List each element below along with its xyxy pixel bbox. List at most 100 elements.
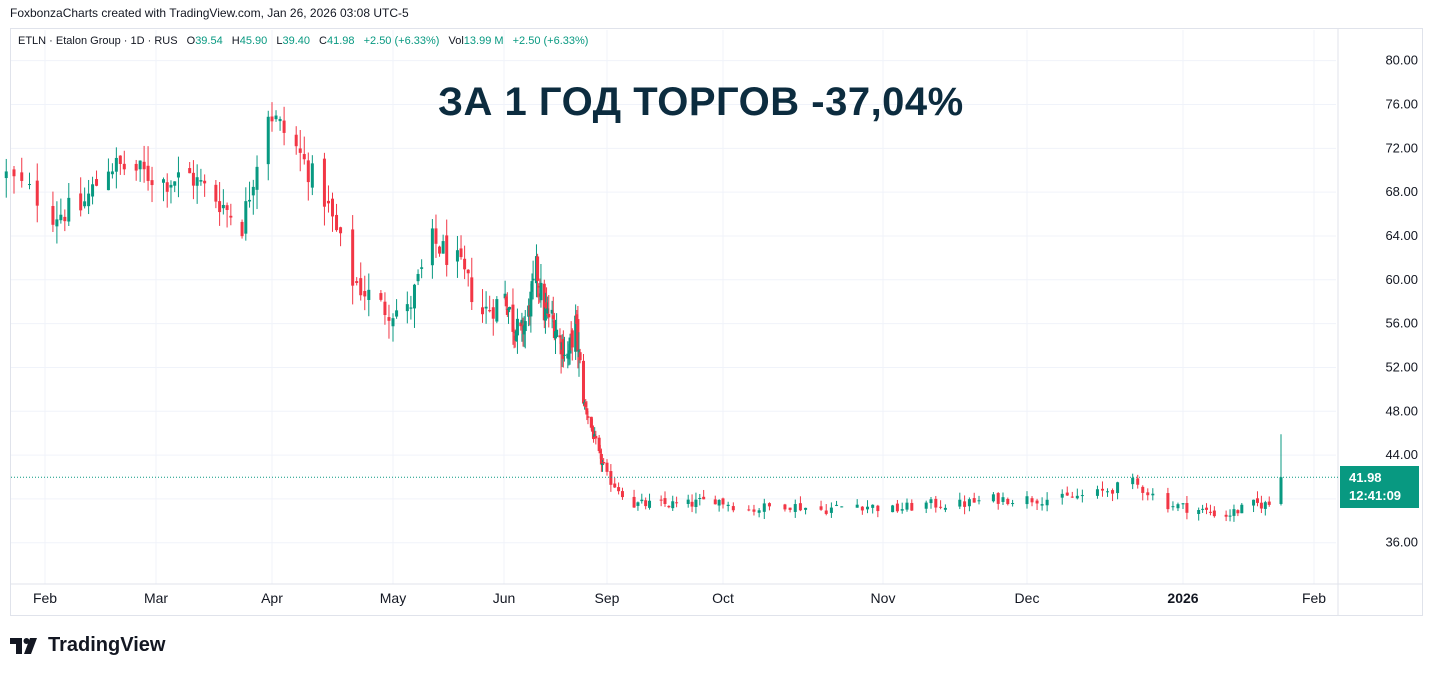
time-tick-label: Mar bbox=[144, 590, 168, 606]
price-tick-label: 56.00 bbox=[1385, 316, 1418, 331]
candle-body bbox=[339, 227, 343, 234]
candle-body bbox=[1030, 498, 1034, 503]
candles bbox=[4, 102, 1283, 522]
candle-body bbox=[434, 228, 438, 244]
candle-body bbox=[546, 308, 550, 314]
candle-body bbox=[35, 180, 39, 206]
candle-body bbox=[118, 155, 122, 164]
candle-body bbox=[609, 471, 613, 485]
candle-body bbox=[412, 284, 416, 309]
candle-body bbox=[690, 501, 694, 507]
candle-body bbox=[176, 172, 180, 178]
candle-body bbox=[939, 506, 943, 508]
candle-body bbox=[63, 216, 67, 222]
candle-body bbox=[788, 507, 792, 510]
candle-body bbox=[659, 499, 663, 501]
candle-body bbox=[1060, 493, 1064, 498]
volume-change: +2.50 (+6.33%) bbox=[512, 35, 589, 47]
candle-body bbox=[558, 335, 562, 338]
candle-body bbox=[508, 306, 512, 310]
candle-body bbox=[1181, 503, 1185, 505]
candle-body bbox=[495, 299, 499, 322]
time-tick-label: Nov bbox=[871, 590, 896, 606]
candle-body bbox=[409, 307, 413, 309]
candle-body bbox=[644, 500, 648, 507]
candle-body bbox=[512, 332, 516, 334]
time-tick-label: 2026 bbox=[1167, 590, 1198, 606]
candle-body bbox=[459, 248, 463, 258]
last-price-badge: 41.98 12:41:09 bbox=[1340, 466, 1419, 508]
candle-body bbox=[590, 425, 594, 432]
candle-body bbox=[51, 206, 55, 225]
time-tick-label: Sep bbox=[595, 590, 620, 606]
candle-body bbox=[1025, 496, 1029, 505]
candle-body bbox=[150, 180, 154, 186]
candle-body bbox=[694, 499, 698, 507]
candle-body bbox=[165, 182, 169, 192]
candle-body bbox=[221, 204, 225, 209]
candle-body bbox=[876, 505, 880, 512]
price-tick-label: 64.00 bbox=[1385, 228, 1418, 243]
candle-body bbox=[910, 502, 914, 511]
candle-body bbox=[1070, 496, 1074, 498]
symbol-legend: ETLN · Etalon Group · 1D · RUS O39.54 H4… bbox=[18, 35, 588, 47]
candle-body bbox=[1166, 493, 1170, 510]
candle-body bbox=[545, 302, 549, 309]
candle-body bbox=[95, 179, 99, 186]
candle-body bbox=[441, 241, 445, 254]
candle-body bbox=[829, 507, 833, 513]
candle-body bbox=[173, 181, 177, 186]
candle-body bbox=[584, 402, 588, 408]
candle-body bbox=[871, 504, 875, 508]
candle-body bbox=[835, 504, 839, 506]
candle-body bbox=[542, 283, 546, 321]
candle-body bbox=[717, 499, 721, 506]
time-axis: Feb Mar Apr May Jun Sep Oct Nov Dec 2026 Feb bbox=[33, 590, 1326, 606]
candle-body bbox=[335, 214, 339, 231]
candle-body bbox=[218, 201, 222, 213]
candle-body bbox=[1263, 502, 1267, 509]
candle-body bbox=[1111, 490, 1115, 494]
candle-body bbox=[1228, 515, 1232, 517]
close-label: C bbox=[319, 35, 327, 47]
change-value: +2.50 (+6.33%) bbox=[363, 35, 440, 47]
tradingview-logo[interactable]: TradingView bbox=[10, 634, 165, 657]
candle-body bbox=[302, 154, 306, 160]
candle-body bbox=[91, 184, 95, 197]
candle-body bbox=[488, 310, 492, 312]
candle-body bbox=[28, 184, 31, 186]
low-label: L bbox=[276, 35, 283, 47]
candle-body bbox=[1259, 502, 1263, 509]
candle-body bbox=[251, 186, 255, 196]
candle-body bbox=[195, 177, 199, 186]
candle-body bbox=[547, 313, 551, 318]
candle-body bbox=[504, 296, 508, 307]
candle-body bbox=[731, 506, 735, 511]
candle-body bbox=[298, 148, 302, 153]
candle-body bbox=[114, 157, 118, 172]
candle-body bbox=[1106, 491, 1110, 493]
candle-body bbox=[977, 500, 981, 502]
high-label: H bbox=[231, 35, 240, 47]
candle-body bbox=[840, 506, 844, 508]
candle-body bbox=[1252, 499, 1256, 506]
candle-body bbox=[79, 193, 83, 211]
candle-body bbox=[505, 308, 509, 315]
candle-body bbox=[519, 322, 523, 327]
candle-body bbox=[567, 350, 571, 360]
candle-body bbox=[244, 201, 248, 234]
candle-body bbox=[322, 158, 326, 207]
candle-body bbox=[278, 118, 282, 122]
candle-body bbox=[1100, 488, 1104, 491]
candle-body bbox=[1267, 501, 1271, 505]
candle-body bbox=[1116, 482, 1120, 494]
candle-body bbox=[1141, 486, 1145, 493]
overlay-title: ЗА 1 ГОД ТОРГОВ -37,04% bbox=[438, 80, 964, 124]
candle-body bbox=[576, 319, 580, 352]
candle-body bbox=[122, 163, 126, 170]
candle-body bbox=[1146, 492, 1150, 496]
candle-body bbox=[445, 235, 449, 265]
candle-body bbox=[484, 306, 488, 309]
time-tick-label: May bbox=[380, 590, 406, 606]
